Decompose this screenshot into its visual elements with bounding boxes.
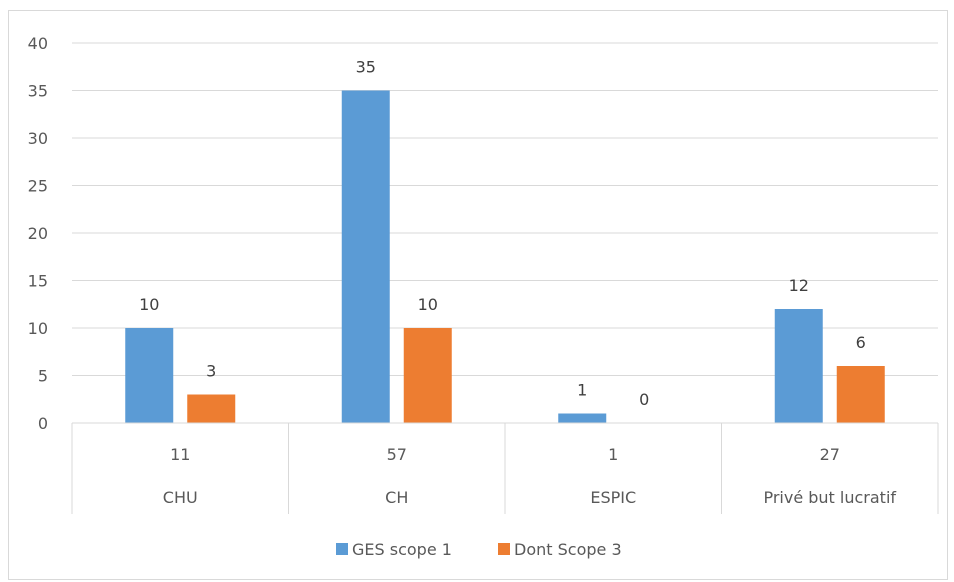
y-tick-label: 5 [38, 367, 48, 386]
y-tick-label: 30 [28, 129, 48, 148]
bar-dont-scope-3 [403, 328, 452, 423]
data-label: 35 [356, 58, 376, 77]
x-category-label: Privé but lucratif [763, 488, 896, 507]
data-label: 10 [139, 295, 159, 314]
legend: GES scope 1 Dont Scope 3 [336, 540, 622, 559]
data-label: 0 [639, 390, 649, 409]
y-tick-label: 35 [28, 82, 48, 101]
bar-ges-scope-1 [558, 413, 607, 423]
x-category-label: CHU [163, 488, 198, 507]
bar-dont-scope-3 [836, 366, 885, 423]
category-count-label: 1 [608, 445, 618, 464]
bar-ges-scope-1 [125, 328, 174, 423]
legend-label: GES scope 1 [352, 540, 452, 559]
data-label: 12 [789, 276, 809, 295]
bar-ges-scope-1 [341, 90, 390, 423]
data-label: 6 [856, 333, 866, 352]
bars [125, 90, 885, 423]
y-tick-label: 0 [38, 414, 48, 433]
bar-ges-scope-1 [774, 309, 823, 423]
x-category-label: CH [385, 488, 408, 507]
category-count-label: 11 [170, 445, 190, 464]
y-tick-label: 10 [28, 319, 48, 338]
x-category-label: ESPIC [590, 488, 636, 507]
legend-swatch [336, 543, 348, 555]
legend-swatch [498, 543, 510, 555]
y-tick-label: 15 [28, 272, 48, 291]
category-count-label: 27 [820, 445, 840, 464]
legend-label: Dont Scope 3 [514, 540, 622, 559]
bar-dont-scope-3 [187, 394, 236, 423]
data-label: 3 [206, 362, 216, 381]
y-axis: 0 5 10 15 20 25 30 35 40 [28, 34, 48, 433]
y-tick-label: 25 [28, 177, 48, 196]
category-count-label: 57 [387, 445, 407, 464]
x-axis-table: 11 CHU 57 CH 1 ESPIC 27 Privé but lucratif [71, 422, 939, 514]
chart-frame [8, 10, 948, 580]
y-tick-label: 40 [28, 34, 48, 53]
data-label: 10 [418, 295, 438, 314]
y-tick-label: 20 [28, 224, 48, 243]
data-label: 1 [577, 381, 587, 400]
